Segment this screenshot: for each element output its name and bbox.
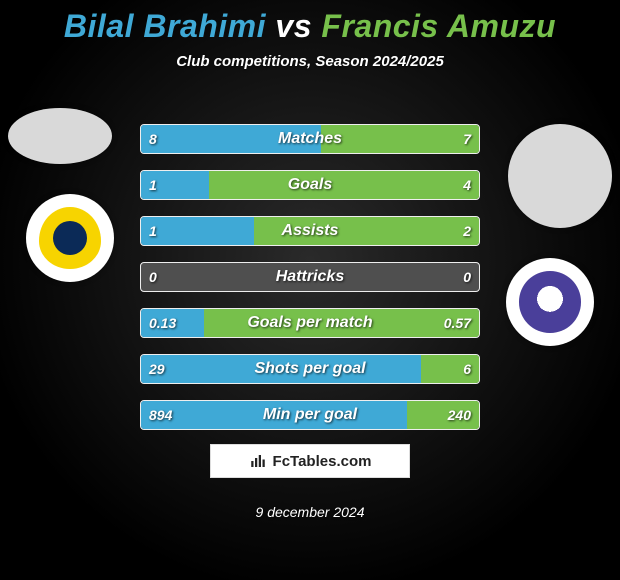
stat-label: Goals [141,171,479,199]
stat-row: Matches8 7 [140,124,480,154]
stat-label: Hattricks [141,263,479,291]
player1-name: Bilal Brahimi [64,8,266,44]
stat-value-right: 240 [440,401,479,429]
player2-avatar [508,124,612,228]
crest-icon [39,207,101,269]
comparison-infographic: Bilal Brahimi vs Francis Amuzu Club comp… [0,0,620,580]
stat-value-left: 1 [141,217,165,245]
stat-label: Assists [141,217,479,245]
vs-label: vs [275,8,312,44]
date-text: 9 december 2024 [0,504,620,520]
stat-row: Goals1 4 [140,170,480,200]
stat-label: Goals per match [141,309,479,337]
stat-value-right: 7 [455,125,479,153]
stat-value-left: 0 [141,263,165,291]
stat-row: Hattricks0 0 [140,262,480,292]
chart-icon [249,452,267,470]
stat-value-left: 8 [141,125,165,153]
stat-value-right: 2 [455,217,479,245]
stat-value-right: 0.57 [436,309,479,337]
stat-value-right: 4 [455,171,479,199]
stat-row: Min per goal894 240 [140,400,480,430]
stat-value-right: 0 [455,263,479,291]
source-logo: FcTables.com [210,444,410,478]
stat-value-left: 29 [141,355,173,383]
subtitle: Club competitions, Season 2024/2025 [0,53,620,70]
player1-avatar [8,108,112,164]
stat-value-left: 0.13 [141,309,184,337]
stat-label: Min per goal [141,401,479,429]
stat-row: Goals per match0.13 0.57 [140,308,480,338]
stat-bars: Matches87Goals14Assists12Hattricks00Goal… [140,124,480,446]
stat-row: Assists1 2 [140,216,480,246]
player2-name: Francis Amuzu [321,8,556,44]
stat-value-right: 6 [455,355,479,383]
stat-label: Shots per goal [141,355,479,383]
crest-icon [519,271,581,333]
source-text: FcTables.com [273,453,372,470]
player2-club-crest [506,258,594,346]
stat-value-left: 1 [141,171,165,199]
stat-row: Shots per goal29 6 [140,354,480,384]
stat-label: Matches [141,125,479,153]
stat-value-left: 894 [141,401,180,429]
page-title: Bilal Brahimi vs Francis Amuzu [0,0,620,45]
player1-club-crest [26,194,114,282]
